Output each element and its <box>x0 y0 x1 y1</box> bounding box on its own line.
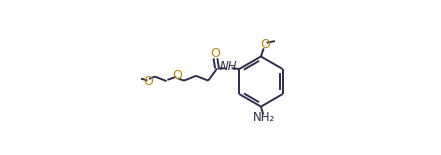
Text: O: O <box>172 69 182 82</box>
Text: O: O <box>210 47 220 60</box>
Text: NH₂: NH₂ <box>253 111 275 124</box>
Text: O: O <box>143 75 153 88</box>
Text: O: O <box>260 38 270 51</box>
Text: NH: NH <box>220 60 238 73</box>
